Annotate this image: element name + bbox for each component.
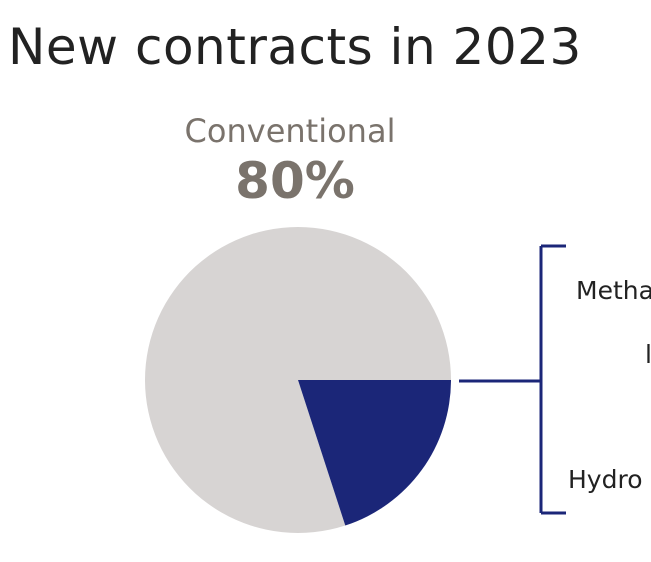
chart-title: New contracts in 2023 <box>8 18 582 76</box>
breakout-label-partial: l <box>645 340 651 369</box>
breakout-label-methanol: Metha <box>576 276 651 305</box>
breakout-label-hydrogen: Hydro <box>568 465 643 494</box>
pie-slices <box>145 227 451 534</box>
pie-slice-breakout <box>298 380 451 526</box>
slice-percent-conventional: 80% <box>235 152 355 210</box>
breakout-bracket <box>459 244 566 515</box>
slice-label-conventional: Conventional <box>184 112 396 150</box>
